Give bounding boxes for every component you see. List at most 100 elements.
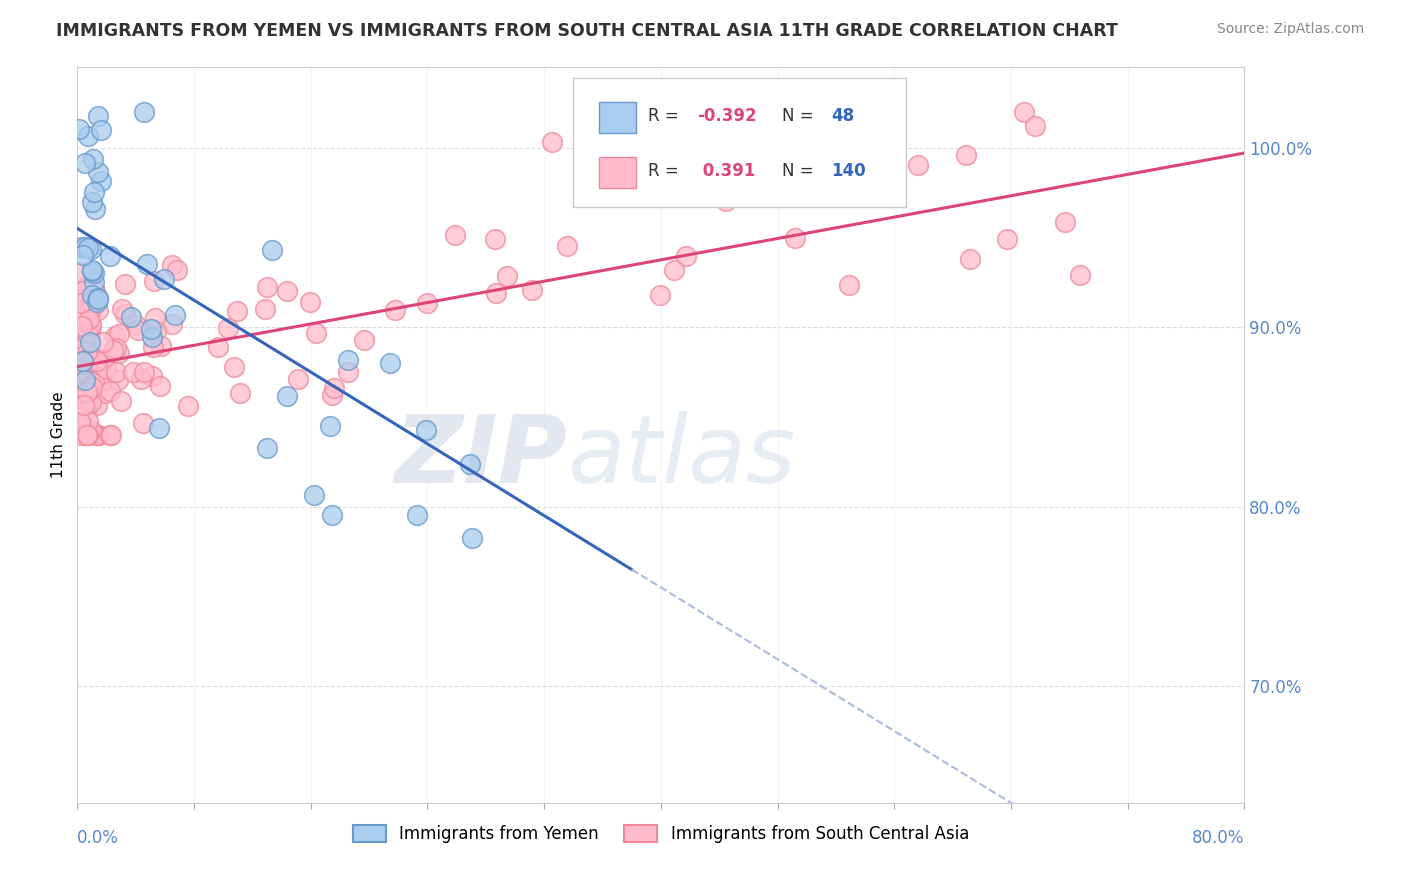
- Point: [122, 365, 145, 379]
- Point: [229, 386, 252, 401]
- Point: [496, 268, 519, 283]
- Point: [165, 308, 187, 322]
- Point: [69, 363, 91, 377]
- Point: [114, 307, 136, 321]
- Point: [995, 232, 1018, 246]
- Point: [304, 326, 326, 340]
- Text: Source: ZipAtlas.com: Source: ZipAtlas.com: [1216, 22, 1364, 37]
- Text: 140: 140: [831, 162, 866, 180]
- Point: [80, 423, 103, 437]
- Point: [91, 373, 114, 387]
- Point: [84, 202, 107, 217]
- Point: [485, 285, 508, 300]
- Point: [1024, 119, 1046, 133]
- Point: [73, 156, 96, 170]
- Point: [73, 280, 96, 294]
- Point: [73, 427, 96, 442]
- FancyBboxPatch shape: [599, 157, 637, 188]
- Point: [84, 427, 107, 442]
- Text: atlas: atlas: [568, 411, 796, 502]
- Point: [86, 354, 108, 368]
- Point: [87, 164, 110, 178]
- Point: [80, 303, 103, 318]
- Point: [222, 360, 245, 375]
- Point: [79, 346, 101, 360]
- FancyBboxPatch shape: [574, 78, 905, 207]
- Point: [177, 399, 200, 413]
- Point: [262, 243, 284, 257]
- Text: N =: N =: [782, 107, 814, 125]
- Point: [82, 426, 104, 441]
- Point: [107, 345, 129, 359]
- Point: [444, 227, 467, 242]
- Point: [77, 327, 100, 342]
- Point: [107, 373, 129, 387]
- Text: N =: N =: [782, 162, 814, 180]
- Point: [114, 277, 136, 292]
- Point: [94, 362, 117, 376]
- Text: IMMIGRANTS FROM YEMEN VS IMMIGRANTS FROM SOUTH CENTRAL ASIA 11TH GRADE CORRELATI: IMMIGRANTS FROM YEMEN VS IMMIGRANTS FROM…: [56, 22, 1118, 40]
- Point: [80, 242, 103, 256]
- Point: [415, 423, 437, 437]
- Point: [83, 275, 105, 289]
- Y-axis label: 11th Grade: 11th Grade: [51, 392, 66, 478]
- Point: [79, 335, 101, 350]
- Text: 80.0%: 80.0%: [1192, 829, 1244, 847]
- Point: [76, 345, 98, 359]
- Point: [540, 135, 562, 149]
- Point: [127, 323, 149, 337]
- Point: [70, 319, 93, 334]
- Point: [69, 343, 91, 357]
- Point: [955, 147, 977, 161]
- Point: [90, 174, 112, 188]
- Point: [83, 285, 105, 299]
- Point: [77, 241, 100, 255]
- Point: [148, 421, 170, 435]
- Point: [89, 352, 111, 367]
- Point: [76, 385, 98, 400]
- Point: [77, 397, 100, 411]
- Point: [110, 394, 132, 409]
- Point: [91, 334, 114, 349]
- Point: [142, 274, 165, 288]
- Point: [87, 109, 110, 123]
- Point: [555, 239, 578, 253]
- Point: [129, 372, 152, 386]
- Point: [72, 292, 94, 306]
- Text: -0.392: -0.392: [697, 107, 756, 125]
- Point: [1053, 215, 1076, 229]
- Point: [107, 327, 129, 342]
- Point: [662, 263, 685, 277]
- Point: [79, 326, 101, 340]
- Point: [82, 194, 104, 209]
- Point: [100, 384, 122, 399]
- Point: [77, 383, 100, 397]
- Point: [76, 128, 98, 143]
- Point: [484, 231, 506, 245]
- Point: [134, 365, 156, 379]
- Point: [77, 301, 100, 316]
- Point: [319, 419, 342, 434]
- Point: [82, 153, 104, 167]
- Point: [104, 365, 127, 379]
- Point: [67, 366, 90, 380]
- Point: [276, 285, 298, 299]
- Point: [96, 361, 118, 376]
- Point: [298, 295, 321, 310]
- Point: [143, 311, 166, 326]
- Point: [70, 373, 93, 387]
- Point: [87, 291, 110, 305]
- Point: [160, 318, 183, 332]
- Point: [70, 427, 93, 442]
- Point: [79, 355, 101, 369]
- Point: [79, 300, 101, 314]
- Point: [959, 252, 981, 267]
- Point: [87, 362, 110, 376]
- Point: [162, 259, 184, 273]
- Point: [98, 427, 121, 442]
- Point: [72, 357, 94, 371]
- Point: [79, 346, 101, 360]
- Point: [1069, 268, 1091, 282]
- Point: [287, 371, 309, 385]
- Point: [87, 427, 110, 442]
